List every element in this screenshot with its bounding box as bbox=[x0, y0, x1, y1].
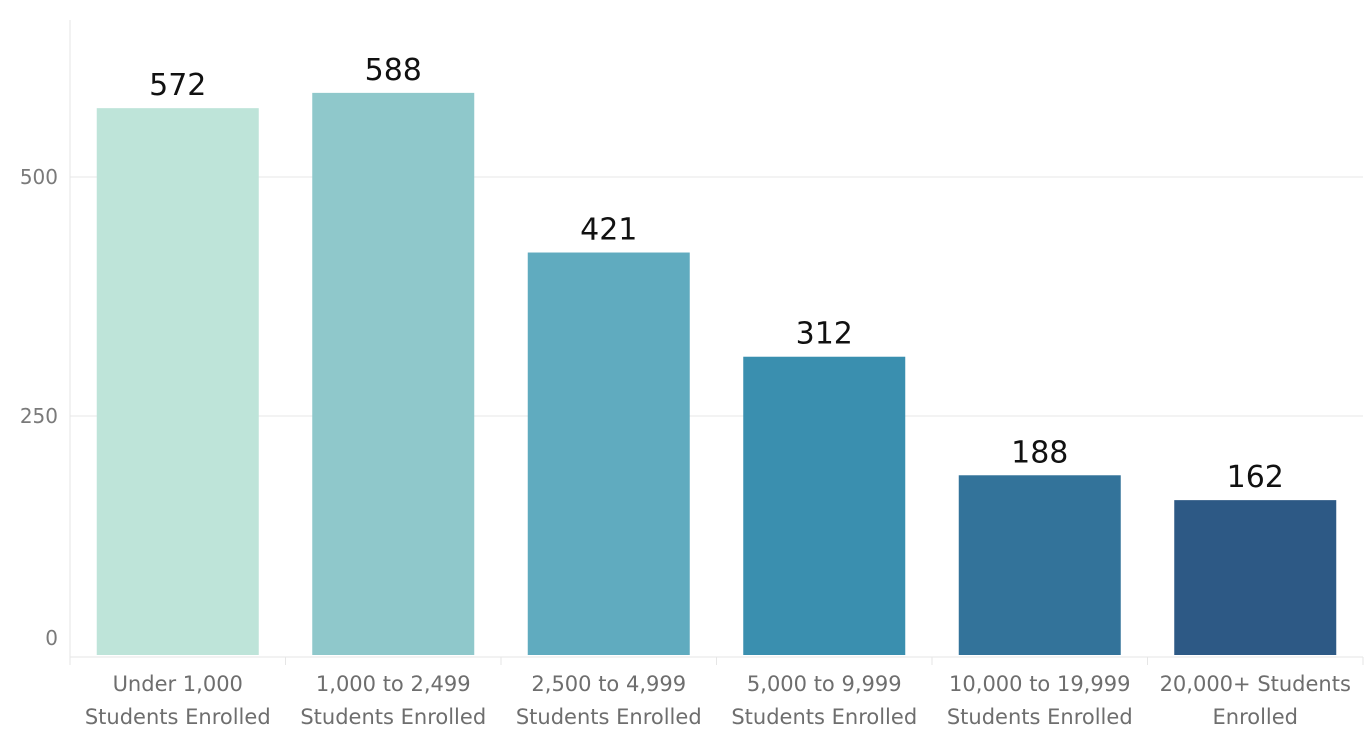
y-tick-label: 0 bbox=[45, 626, 58, 650]
axes bbox=[69, 20, 1364, 665]
bar bbox=[743, 356, 906, 655]
x-axis-tick-labels: Under 1,000 Students Enrolled 1,000 to 2,4… bbox=[85, 672, 1351, 729]
x-tick-label: 2,500 to 4,999 Students Enrolled bbox=[516, 672, 702, 729]
x-tick-label: 1,000 to 2,499 Students Enrolled bbox=[300, 672, 486, 729]
y-axis-tick-labels: 0 250 500 bbox=[20, 165, 58, 650]
data-label: 421 bbox=[580, 213, 637, 248]
bar bbox=[958, 475, 1121, 655]
bar bbox=[527, 252, 690, 656]
bars bbox=[96, 92, 1337, 656]
data-label: 188 bbox=[1011, 435, 1068, 470]
bar bbox=[1174, 500, 1337, 655]
y-tick-label: 250 bbox=[20, 404, 58, 428]
bar bbox=[312, 92, 475, 655]
x-tick-label: 10,000 to 19,999 Students Enrolled bbox=[947, 672, 1133, 729]
data-label: 588 bbox=[365, 53, 422, 88]
x-tick-label: 5,000 to 9,999 Students Enrolled bbox=[731, 672, 917, 729]
data-label: 162 bbox=[1227, 460, 1284, 495]
gridlines bbox=[70, 176, 1363, 417]
data-label: 312 bbox=[796, 317, 853, 352]
x-tick-label: Under 1,000 Students Enrolled bbox=[85, 672, 271, 729]
data-labels: 572 588 421 312 188 162 bbox=[149, 53, 1284, 495]
data-label: 572 bbox=[149, 68, 206, 103]
x-tick-label: 20,000+ Students Enrolled bbox=[1160, 672, 1351, 729]
bar bbox=[96, 108, 259, 656]
y-tick-label: 500 bbox=[20, 165, 58, 189]
